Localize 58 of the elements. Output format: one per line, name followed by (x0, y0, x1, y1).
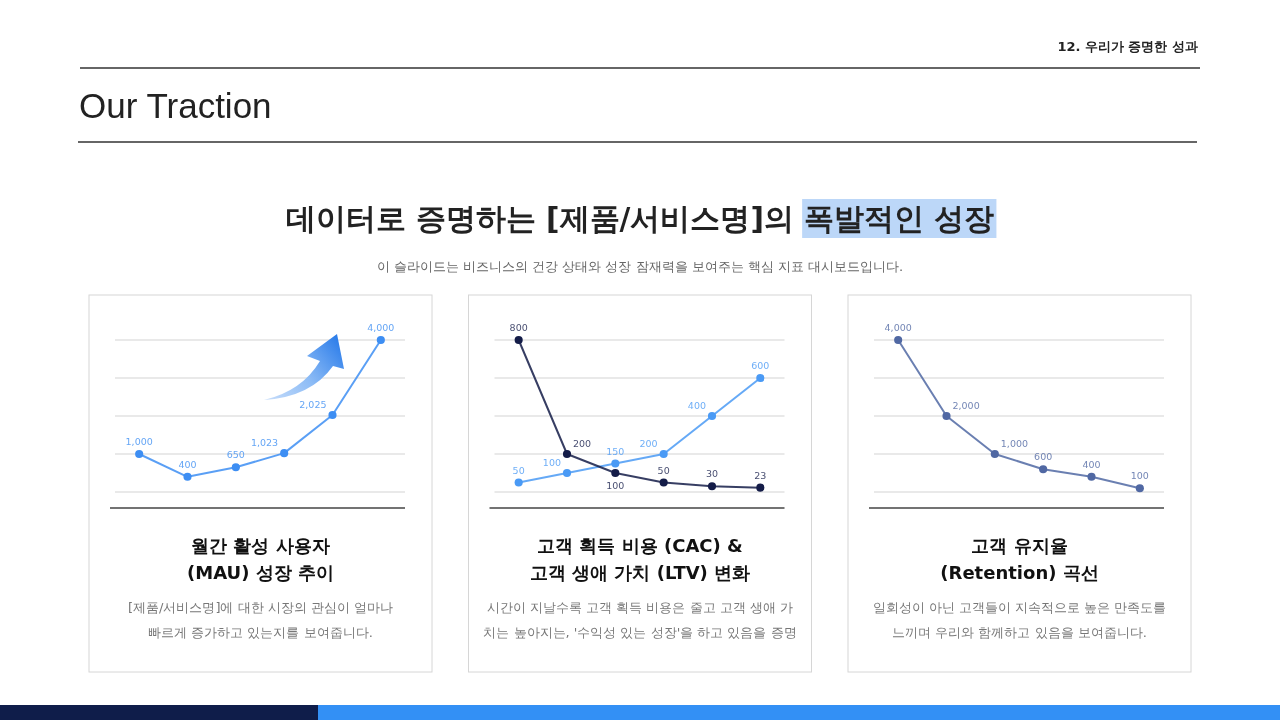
text: 이 슬라이드는 비즈니스의 건강 상태와 성장 잠재력을 보여주는 핵심 지표 대시보드입니다. (376, 259, 904, 274)
text: 시간이 지날수록 고객 획득 비용은 줄고 고객 생애 가 치는 높아지는, '수익성 있는 성장'을 하고 있음을 증명 (483, 600, 797, 640)
point (231, 463, 240, 472)
data-label: 600 (1034, 451, 1053, 463)
point (756, 373, 765, 383)
point (611, 459, 620, 468)
point (514, 335, 523, 345)
data-label: 650 (226, 449, 245, 461)
data-label: 100 (542, 457, 561, 468)
point (707, 411, 717, 421)
text: Our Traction (79, 86, 272, 125)
point (280, 449, 289, 458)
data-label: 100 (606, 480, 625, 491)
point (328, 410, 337, 420)
text: 일회성이 아닌 고객들이 지속적으로 높은 만족도를 느끼며 우리와 함께하고 있음을 보여줍니다. (872, 600, 1167, 640)
point (707, 482, 717, 491)
data-label: 800 (509, 322, 528, 333)
point (611, 468, 620, 478)
data-label: 2,025 (299, 399, 327, 411)
data-label: 1,000 (1000, 438, 1029, 449)
point (894, 335, 903, 345)
data-label: 200 (639, 438, 658, 449)
data-label: 1,000 (125, 436, 153, 447)
data-label: 200 (573, 438, 592, 449)
point (942, 411, 951, 421)
point (659, 449, 668, 459)
point (1039, 465, 1048, 474)
data-label: 150 (606, 445, 625, 457)
data-label: 23 (754, 469, 767, 481)
data-label: 400 (687, 400, 706, 411)
point (376, 335, 385, 345)
point (562, 468, 572, 478)
data-label: 30 (705, 468, 719, 480)
data-label: 50 (512, 464, 525, 476)
text: 12. 우리가 증명한 성과 (1057, 39, 1198, 54)
data-label: 400 (1082, 458, 1101, 470)
point (756, 483, 765, 492)
data-label: 600 (751, 360, 770, 371)
data-label: 50 (657, 464, 670, 476)
point (135, 449, 144, 459)
point (514, 478, 523, 487)
point (1087, 472, 1096, 481)
text: 데이터로 증명하는 [제품/서비스명]의 폭발적인 성장 (285, 202, 995, 236)
data-label: 1,023 (250, 437, 279, 449)
point (659, 478, 668, 487)
data-label: 4,000 (367, 322, 395, 333)
text: 고객 유지율 (Retention) 곡선 (940, 535, 1099, 583)
text: 월간 활성 사용자 (MAU) 성장 추이 (187, 535, 334, 583)
point (1135, 484, 1144, 493)
data-label: 4,000 (884, 322, 912, 333)
text: 고객 획득 비용 (CAC) & 고객 생애 가치 (LTV) 변화 (529, 535, 751, 583)
point (183, 472, 192, 481)
point (990, 449, 999, 459)
text: [제품/서비스명]에 대한 시장의 관심이 얼마나 빠르게 증가하고 있는지를 보여줍니다. (127, 600, 394, 640)
data-label: 2,000 (952, 400, 980, 411)
data-label: 100 (1130, 470, 1149, 482)
point (562, 449, 572, 459)
data-label: 400 (178, 458, 197, 470)
